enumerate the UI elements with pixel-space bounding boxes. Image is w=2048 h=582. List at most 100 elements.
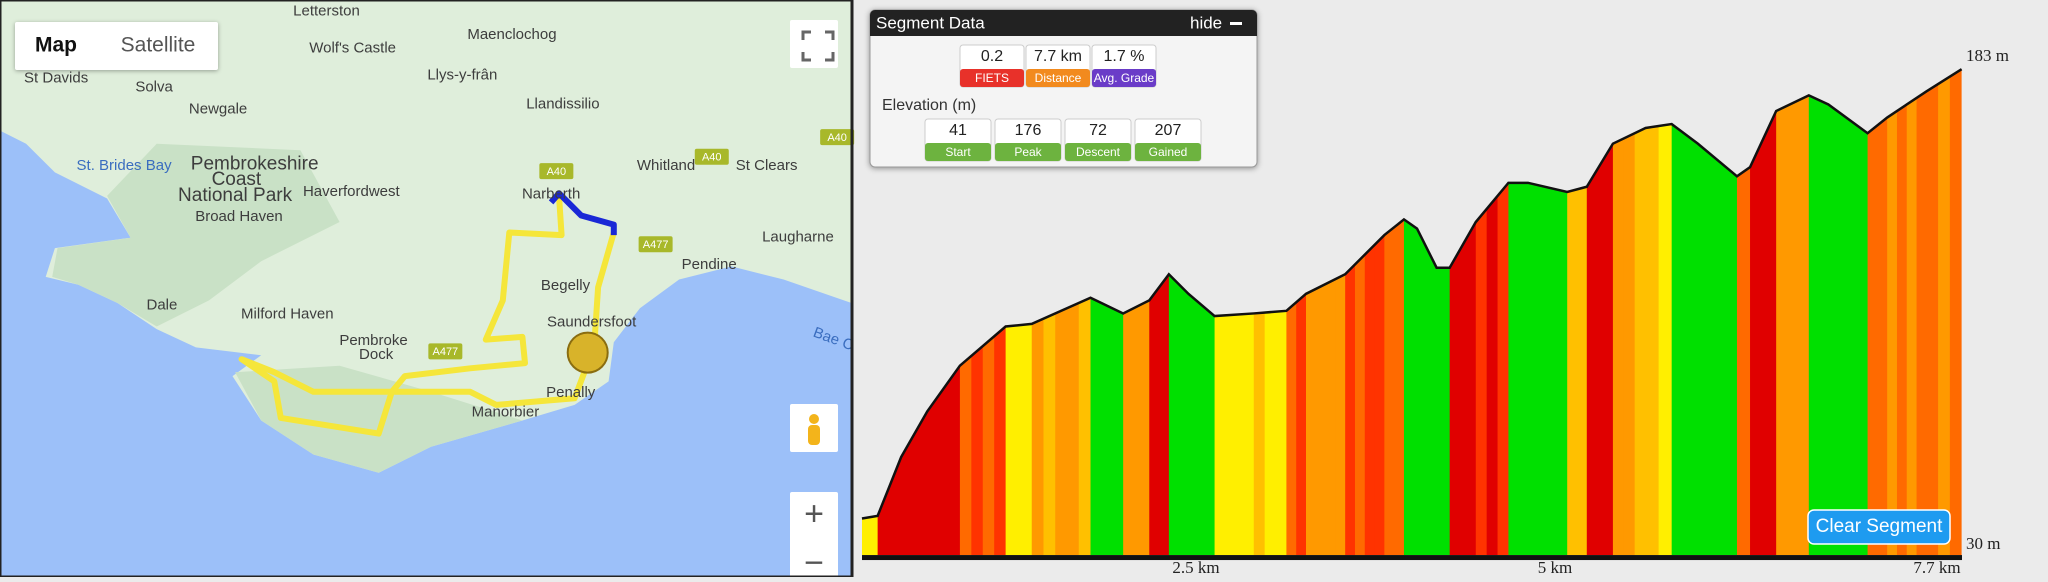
grade-stripe [1599,69,1614,556]
grade-stripe [1671,69,1686,556]
grade-stripe [1916,69,1927,556]
elevation-title: Elevation (m) [882,97,976,114]
grade-stripe [1264,69,1277,556]
grade-stripe [1101,69,1113,556]
grade-stripe [1403,69,1418,556]
road-badge [820,129,855,146]
elevation-line [861,68,1963,520]
road-label: A40 [702,152,722,164]
map-label: St Clears [736,157,798,174]
x-label: 2.5 km [1172,558,1219,577]
stat-value: 7.7 km [1034,48,1082,65]
map-label: Whitland [637,157,695,174]
grade-stripe [1576,69,1588,556]
stat-label: Distance [1035,71,1082,85]
grade-stripe [1658,69,1673,556]
route-blue [548,190,617,236]
stat-tag [960,69,1024,87]
map-label: Broad Haven [195,208,283,225]
stat-tag [1065,143,1131,161]
grade-stripe [1818,69,1829,556]
x-axis [862,555,1962,561]
grade-stripe [1296,69,1307,556]
grade-stripe [1159,69,1170,556]
grade-stripe [1727,69,1738,556]
y-top-label: 183 m [1966,46,2009,65]
zoom-out[interactable]: − [804,544,824,582]
road-badge [694,148,729,165]
grade-stripe [1090,69,1102,556]
map-park [52,143,340,327]
stat-value: 0.2 [981,48,1003,65]
grade-stripe [1949,69,1962,556]
fullscreen-icon [801,30,835,62]
grade-stripe [1797,69,1810,556]
map-button[interactable]: Map [35,34,77,57]
grade-stripe [1717,69,1728,556]
grade-stripe [1736,69,1751,556]
grade-stripe [1518,69,1529,556]
stat-label: Descent [1076,145,1121,159]
grade-stripe [1707,69,1718,556]
grade-stripe [1417,69,1428,556]
cyclist-marker [566,331,609,374]
stat-tag [1135,143,1201,161]
map-label: Wolf's Castle [309,39,396,56]
grade-stripe [1750,69,1764,556]
grade-stripe [1394,69,1405,556]
map-label: Llandissilio [526,95,599,112]
stat-label: Gained [1149,145,1188,159]
road-badge [428,343,463,360]
map-label: Newgale [189,101,247,118]
grade-stripe [1149,69,1160,556]
zoom-in[interactable]: + [804,495,824,533]
grade-stripe [1697,69,1709,556]
map-park [235,365,523,473]
stat-label: Avg. Grade [1094,71,1155,85]
map-label: Manorbier [472,404,540,421]
map-label: Pembroke [339,332,407,349]
stat-value: 1.7 % [1104,48,1145,65]
clear-segment-button[interactable] [1807,509,1951,545]
grade-stripe [1508,69,1519,556]
map-label: Narberth [522,186,580,203]
pegman-body [808,425,820,445]
grade-stripe [1926,69,1939,556]
grade-stripe [1887,69,1898,556]
grade-stripe [1286,69,1297,556]
grade-stripe [1449,69,1464,556]
stat-value: 72 [1089,122,1107,139]
stat-tag [1026,69,1090,87]
map-type-control [15,22,218,70]
map-label: St. Brides Bay [77,157,173,174]
map-label: Pendine [682,256,737,273]
grade-stripe [1364,69,1376,556]
clear-segment-label: Clear Segment [1816,516,1943,537]
grade-stripe [1486,69,1499,556]
grade-stripe [1528,69,1539,556]
map-label: Coast [212,169,262,190]
grade-stripe [1567,69,1578,556]
grade-stripe [1475,69,1488,556]
stat-label: Start [945,145,971,159]
map-label: Dale [147,297,178,314]
stat-label: FIETS [975,71,1009,85]
map-label: Llys-y-frân [427,67,497,84]
map-label: St Davids [24,69,88,86]
grade-stripe [1374,69,1385,556]
hide-button[interactable]: hide [1190,13,1222,32]
grade-stripe [1436,69,1451,556]
map-label: National Park [178,185,293,206]
grade-stripe [1557,69,1568,556]
map-label: Pembrokeshire [191,154,319,175]
grade-stripe [1684,69,1699,556]
grade-stripe [1634,69,1647,556]
route-yellow [238,195,617,437]
stat-tag [995,143,1061,161]
map-label: Haverfordwest [303,183,401,200]
grade-stripe [1623,69,1636,556]
grade-stripe [1586,69,1601,556]
satellite-button[interactable]: Satellite [121,34,196,57]
